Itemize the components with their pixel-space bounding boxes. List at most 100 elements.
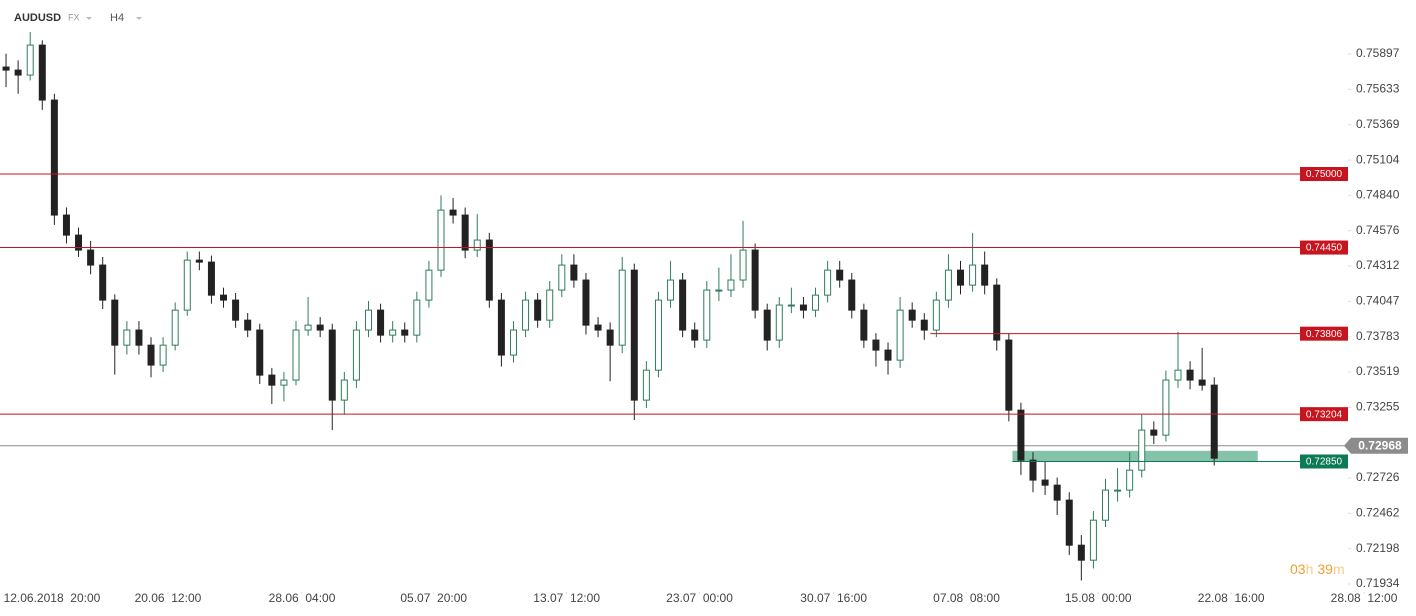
candle-body <box>1053 484 1061 501</box>
candle-body <box>812 294 820 311</box>
candle-body <box>763 309 771 341</box>
level-label: 0.75000 <box>1306 169 1343 180</box>
candle-body <box>606 329 614 346</box>
y-tick-label: 0.73783 <box>1356 329 1400 343</box>
y-tick-label: 0.75897 <box>1356 46 1400 60</box>
candle-body <box>570 264 578 281</box>
candle-body <box>667 279 675 301</box>
y-tick-label: 0.72726 <box>1356 470 1400 484</box>
candle-body <box>932 299 940 331</box>
level-label-box <box>1300 326 1348 341</box>
candle-body <box>582 279 590 326</box>
level-label: 0.73806 <box>1306 329 1343 340</box>
current-price-label: 0.72968 <box>1358 438 1402 452</box>
y-tick-label: 0.73255 <box>1356 400 1400 414</box>
level-label: 0.73204 <box>1306 409 1343 420</box>
candle-body <box>727 279 735 291</box>
level-label-box <box>1300 454 1348 469</box>
candle-body <box>232 299 240 321</box>
timeframe[interactable]: H4 <box>110 12 124 24</box>
timer-unit: m <box>1333 561 1345 577</box>
y-tick-label: 0.74576 <box>1356 223 1400 237</box>
candle-body <box>860 309 868 341</box>
y-tick-label: 0.75104 <box>1356 152 1400 166</box>
candle-body <box>38 44 46 101</box>
candle-body <box>111 299 119 346</box>
candle-body <box>171 309 179 346</box>
candle-body <box>594 324 602 331</box>
candle-body <box>26 44 34 76</box>
candle-body <box>87 249 95 266</box>
y-tick-label: 0.74840 <box>1356 188 1400 202</box>
candle-body <box>654 299 662 371</box>
y-tick-label: 0.75369 <box>1356 117 1400 131</box>
candle-body <box>534 299 542 321</box>
timer-unit: h <box>1306 561 1314 577</box>
level-label: 0.72850 <box>1306 457 1343 468</box>
dropdown-arrow[interactable] <box>86 17 92 20</box>
y-tick-label: 0.74047 <box>1356 294 1400 308</box>
x-tick-label: 12.06.2018 20:00 <box>4 591 101 605</box>
candle-body <box>1174 369 1182 381</box>
candle-body <box>1029 459 1037 481</box>
candle-body <box>62 214 70 236</box>
candle-body <box>618 269 626 346</box>
candle-body <box>1210 384 1218 459</box>
y-tick-label: 0.73519 <box>1356 364 1400 378</box>
x-tick-label: 15.08 00:00 <box>1065 591 1132 605</box>
candle-body <box>220 294 228 301</box>
candle-body <box>485 239 493 301</box>
candle-body <box>969 264 977 286</box>
x-tick-label: 28.08 12:00 <box>1331 591 1398 605</box>
candle-body <box>1150 429 1158 436</box>
level-label-box <box>1300 407 1348 422</box>
candle-body <box>123 329 131 346</box>
level-label: 0.74450 <box>1306 243 1343 254</box>
level-label-box <box>1300 240 1348 255</box>
candle-body <box>340 379 348 401</box>
candle-body <box>981 264 989 286</box>
candle-body <box>352 329 360 381</box>
candle-body <box>377 309 385 336</box>
candle-body <box>836 269 844 281</box>
candle-body <box>546 289 554 321</box>
candle-body <box>679 279 687 331</box>
candle-body <box>183 259 191 311</box>
candle-body <box>872 339 880 351</box>
candle-body <box>413 299 421 336</box>
y-tick-label: 0.72462 <box>1356 506 1400 520</box>
dropdown-arrow[interactable] <box>136 17 142 20</box>
candle-body <box>1126 469 1134 491</box>
candle-body <box>1005 339 1013 411</box>
candle-body <box>642 369 650 401</box>
symbol[interactable]: AUDUSD <box>14 12 61 24</box>
candle-body <box>75 234 83 251</box>
candle-body <box>292 329 300 381</box>
candle-body <box>957 269 965 286</box>
candle-body <box>437 209 445 271</box>
x-tick-label: 13.07 12:00 <box>533 591 600 605</box>
candle-body <box>1077 544 1085 561</box>
y-tick-label: 0.71934 <box>1356 576 1400 590</box>
x-tick-label: 30.07 16:00 <box>800 591 867 605</box>
candle-body <box>908 309 916 321</box>
candle-body <box>703 289 711 341</box>
level-label-box <box>1300 167 1348 182</box>
candle-body <box>824 269 832 296</box>
candle-body <box>147 344 155 366</box>
x-tick-label: 22.08 16:00 <box>1198 591 1265 605</box>
candle-body <box>328 329 336 401</box>
market[interactable]: FX <box>68 12 80 22</box>
candle-body <box>401 329 409 336</box>
candle-body <box>848 279 856 311</box>
candle-body <box>2 66 10 71</box>
current-price-tag <box>1344 437 1408 454</box>
candle-body <box>1101 489 1109 521</box>
candle-body <box>1114 489 1122 492</box>
candle-body <box>920 319 928 331</box>
candle-body <box>497 299 505 356</box>
candle-body <box>1065 499 1073 546</box>
candle-body <box>473 239 481 251</box>
candle-body <box>691 329 699 341</box>
x-tick-label: 07.08 08:00 <box>933 591 1000 605</box>
